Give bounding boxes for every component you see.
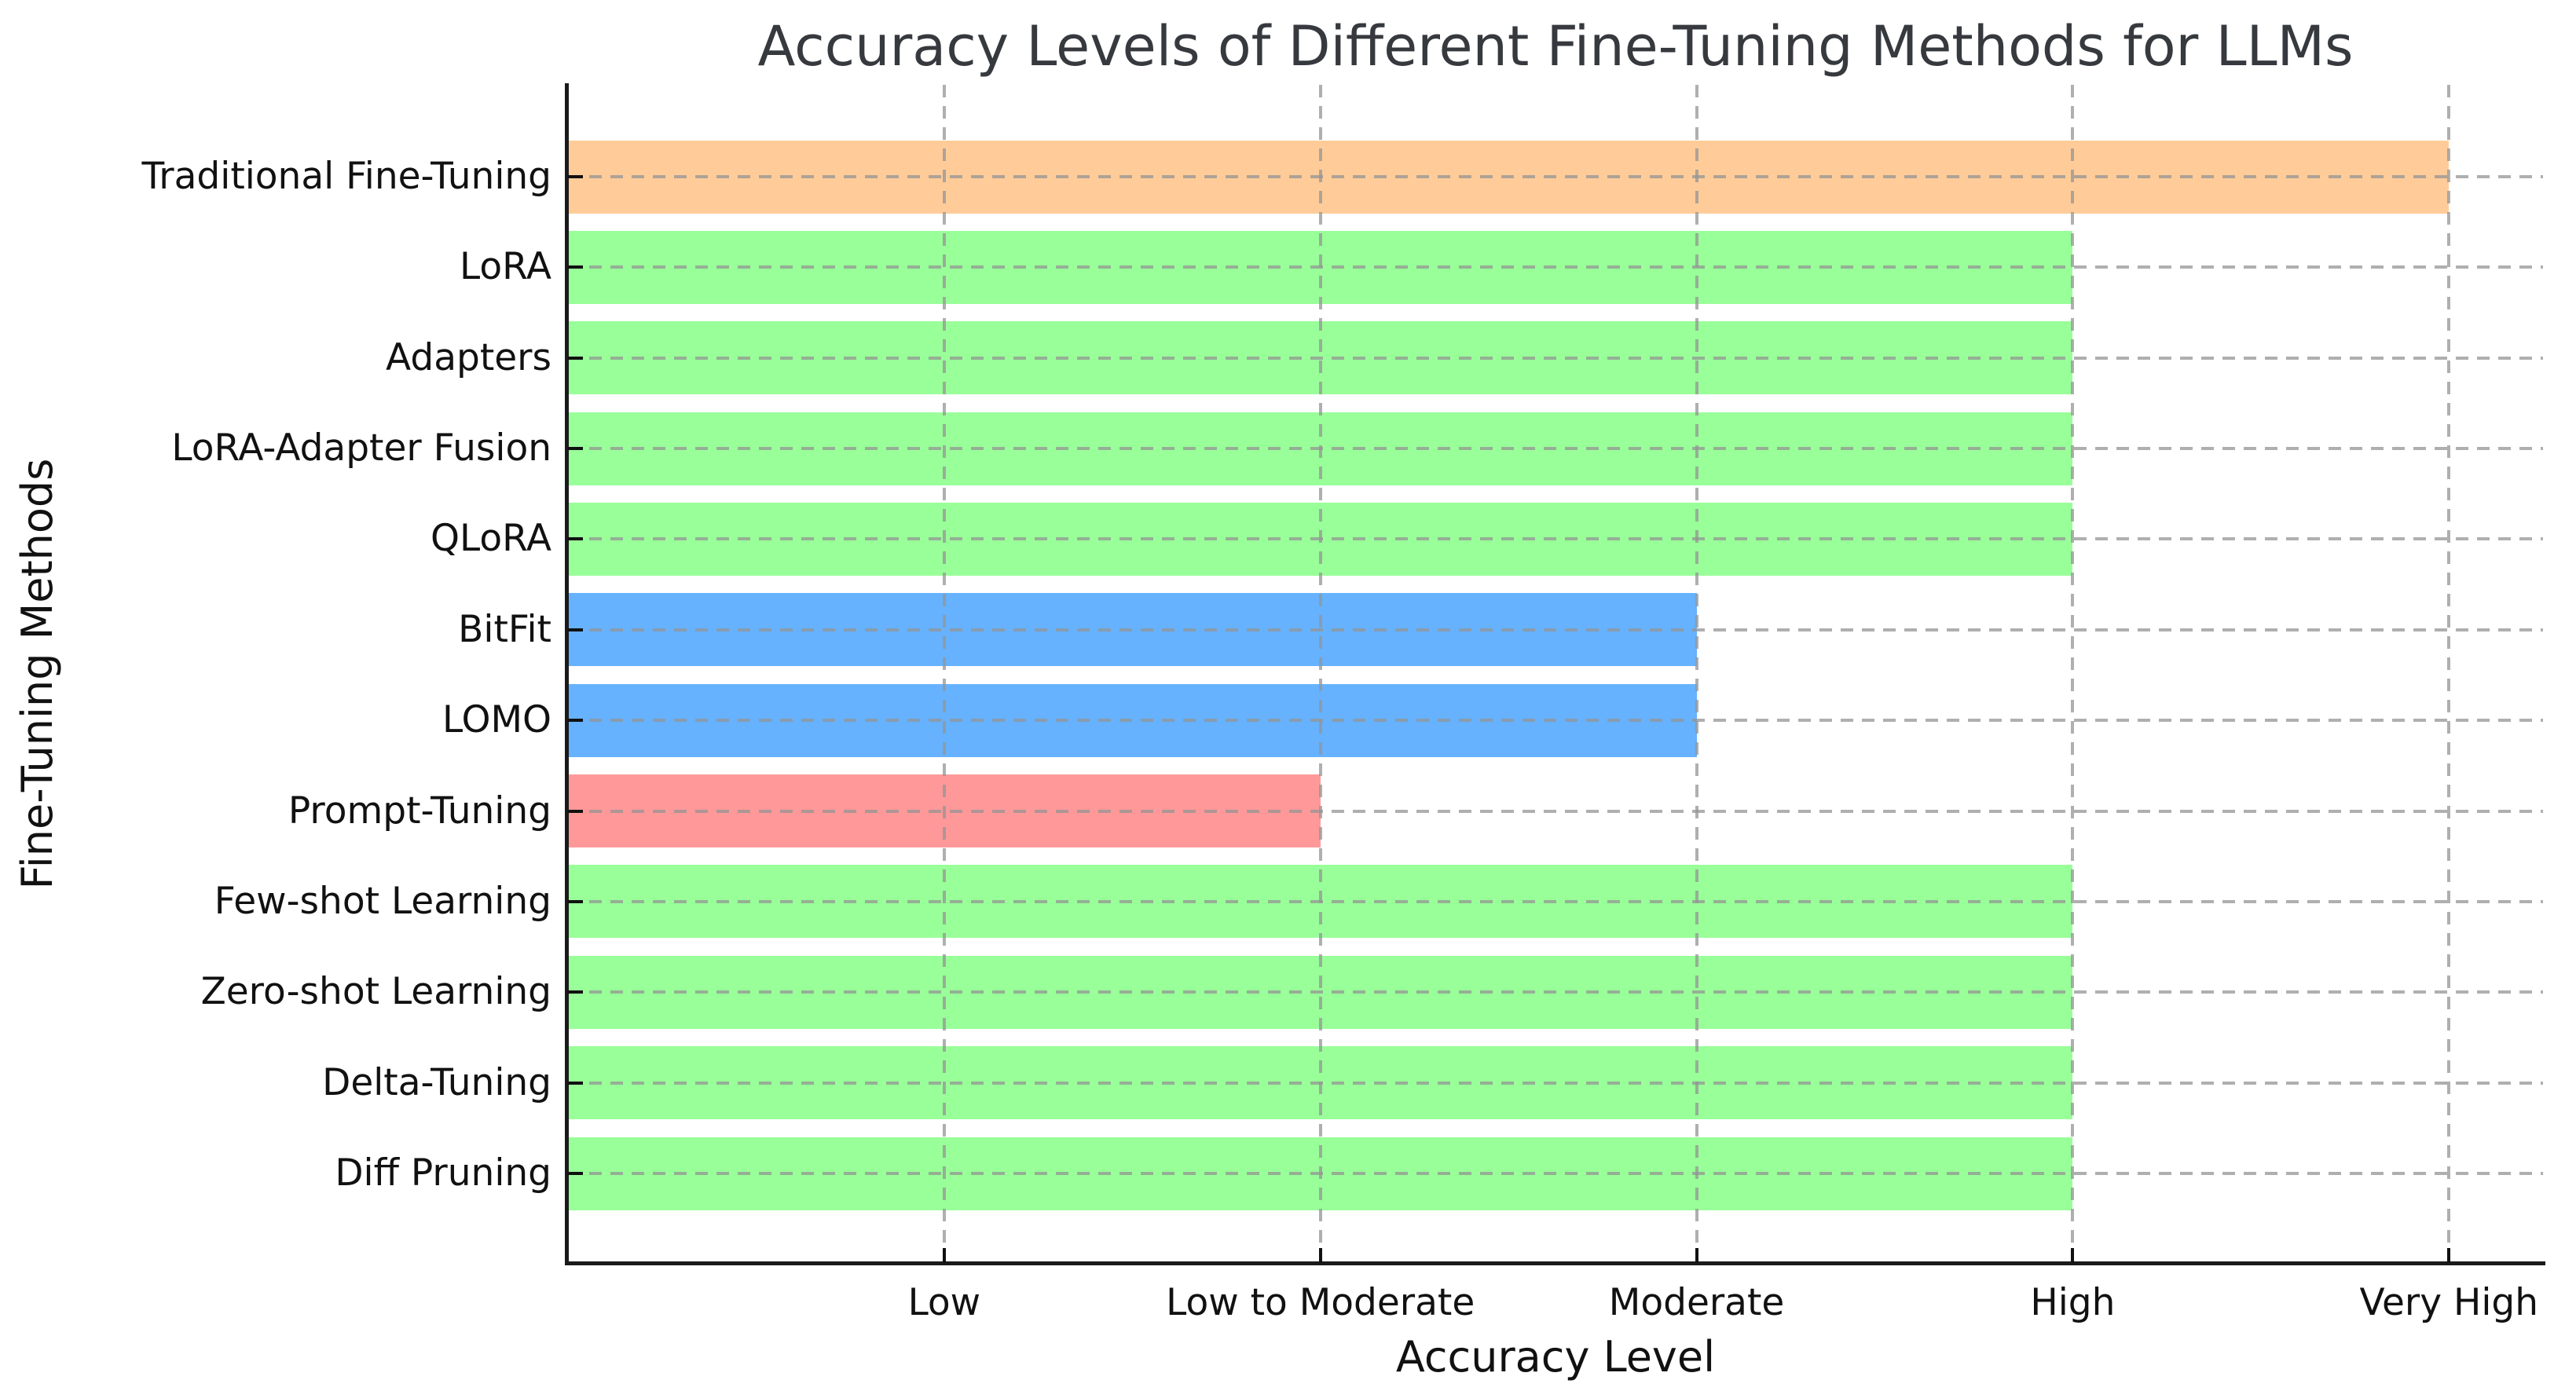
- x-tick-mark: [1318, 1248, 1322, 1263]
- y-gridline: [568, 265, 2543, 269]
- x-tick-label: Moderate: [1608, 1281, 1785, 1324]
- x-tick-mark: [2447, 1248, 2451, 1263]
- y-category-label: QLoRA: [430, 517, 551, 561]
- y-tick-mark: [568, 628, 583, 631]
- x-tick-label: Low: [907, 1281, 981, 1324]
- y-category-label: Diff Pruning: [335, 1151, 551, 1195]
- y-tick-mark: [568, 356, 583, 360]
- y-tick-mark: [568, 537, 583, 541]
- chart-title: Accuracy Levels of Different Fine-Tuning…: [757, 14, 2354, 79]
- x-tick-mark: [1695, 1248, 1698, 1263]
- y-tick-mark: [568, 1172, 583, 1175]
- y-tick-mark: [568, 899, 583, 903]
- plot-area: [568, 85, 2543, 1263]
- x-gridline: [2447, 85, 2451, 1263]
- y-gridline: [568, 809, 2543, 813]
- y-tick-mark: [568, 990, 583, 994]
- y-gridline: [568, 899, 2543, 903]
- y-category-label: LoRA-Adapter Fusion: [171, 426, 551, 470]
- y-category-label: Traditional Fine-Tuning: [141, 155, 552, 198]
- y-gridline: [568, 628, 2543, 631]
- y-tick-mark: [568, 447, 583, 451]
- x-axis-title: Accuracy Level: [1395, 1332, 1716, 1382]
- y-category-label: BitFit: [458, 607, 551, 651]
- y-tick-mark: [568, 1081, 583, 1085]
- x-tick-label: High: [2030, 1281, 2116, 1324]
- y-gridline: [568, 537, 2543, 541]
- x-tick-label: Low to Moderate: [1166, 1281, 1475, 1324]
- y-gridline: [568, 719, 2543, 723]
- y-axis-spine: [565, 83, 569, 1265]
- x-tick-mark: [942, 1248, 946, 1263]
- y-gridline: [568, 1172, 2543, 1175]
- y-category-label: Delta-Tuning: [322, 1060, 551, 1104]
- y-tick-mark: [568, 809, 583, 813]
- x-gridline: [2071, 85, 2075, 1263]
- x-tick-mark: [2071, 1248, 2075, 1263]
- y-tick-mark: [568, 719, 583, 723]
- y-category-label: LoRA: [459, 245, 551, 289]
- x-tick-label: Very High: [2359, 1281, 2539, 1324]
- y-tick-mark: [568, 265, 583, 269]
- x-gridline: [942, 85, 946, 1263]
- y-category-label: Adapters: [386, 335, 551, 379]
- y-category-label: Zero-shot Learning: [200, 970, 551, 1014]
- y-gridline: [568, 356, 2543, 360]
- y-gridline: [568, 175, 2543, 178]
- y-tick-mark: [568, 175, 583, 178]
- y-category-label: LOMO: [442, 698, 551, 742]
- x-axis-spine: [565, 1261, 2545, 1265]
- y-gridline: [568, 990, 2543, 994]
- y-gridline: [568, 1081, 2543, 1085]
- y-gridline: [568, 447, 2543, 451]
- y-category-label: Prompt-Tuning: [288, 789, 551, 833]
- x-gridline: [1318, 85, 1322, 1263]
- x-gridline: [1695, 85, 1698, 1263]
- y-category-label: Few-shot Learning: [214, 879, 551, 923]
